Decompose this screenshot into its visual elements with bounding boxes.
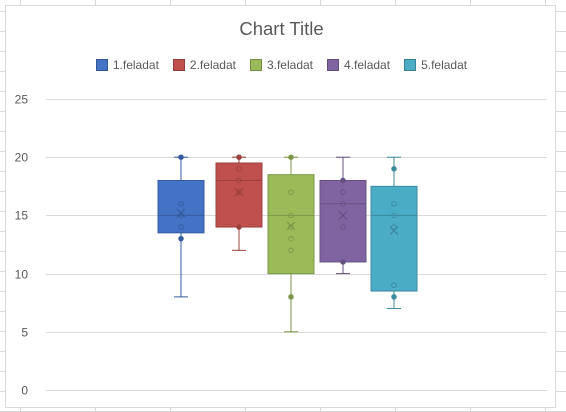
legend-item-3[interactable]: 3.feladat [249,58,314,72]
data-point-3-1 [288,154,294,160]
data-point-3-5 [288,235,294,242]
y-tick-label-5: 5 [21,326,28,340]
legend-item-4[interactable]: 4.feladat [327,58,390,72]
mean-marker-2 [234,187,244,197]
legend-label-2: 2.feladat [189,58,236,72]
data-point-5-3 [391,212,397,219]
data-point-3-2 [288,189,294,195]
data-point-2-3 [236,177,242,184]
legend-swatch-5 [404,59,417,71]
box-2 [215,162,263,228]
data-point-4-5 [340,259,346,265]
legend-swatch-1 [95,59,108,71]
data-point-4-4 [340,224,346,230]
data-point-1-2 [178,201,184,207]
data-point-5-5 [391,282,397,288]
box-5 [370,185,418,292]
legend-swatch-4 [327,59,340,71]
legend-swatch-3 [249,59,262,71]
legend-swatch-2 [172,59,185,71]
data-point-3-7 [288,294,294,300]
data-point-2-4 [236,189,242,195]
legend-label-4: 4.feladat [344,58,391,72]
data-point-1-5 [178,235,184,242]
data-point-4-3 [340,201,346,207]
legend-label-5: 5.feladat [421,58,468,72]
data-point-2-2 [236,166,242,172]
data-point-2-1 [236,154,242,160]
plot-area[interactable]: 0 5 10 15 20 25 [6,6,557,409]
box-4 [319,179,367,263]
chart-legend[interactable]: 1.feladat 2.feladat 3.feladat 4.feladat … [6,58,557,72]
data-point-3-4 [288,224,294,230]
legend-item-5[interactable]: 5.feladat [404,58,467,72]
y-tick-label-25: 25 [15,93,29,107]
y-tick-label-0: 0 [21,384,28,398]
chart-area[interactable]: Chart Title 1.feladat 2.feladat 3.felada… [5,5,556,408]
data-point-3-6 [288,247,294,254]
data-point-4-2 [340,189,346,195]
mean-marker-1 [176,208,186,218]
data-point-4-1 [340,177,346,184]
data-point-5-1 [391,166,397,172]
data-point-1-1 [178,154,184,160]
data-point-1-4 [178,224,184,230]
data-point-5-4 [391,224,397,230]
data-point-5-2 [391,201,397,207]
y-tick-label-15: 15 [15,209,29,223]
mean-marker-3 [286,221,296,231]
data-point-5-6 [391,294,397,300]
legend-item-2[interactable]: 2.feladat [172,58,236,72]
legend-label-3: 3.feladat [266,58,314,72]
box-3 [267,174,315,275]
legend-item-1[interactable]: 1.feladat [95,58,159,72]
mean-marker-4 [338,210,348,220]
mean-marker-5 [389,226,399,235]
y-tick-label-10: 10 [15,268,29,282]
legend-label-1: 1.feladat [112,58,159,72]
y-tick-label-20: 20 [15,151,29,165]
data-point-3-3 [288,212,294,219]
chart-title[interactable]: Chart Title [239,18,324,39]
box-1 [157,179,205,234]
data-point-2-5 [236,224,242,230]
